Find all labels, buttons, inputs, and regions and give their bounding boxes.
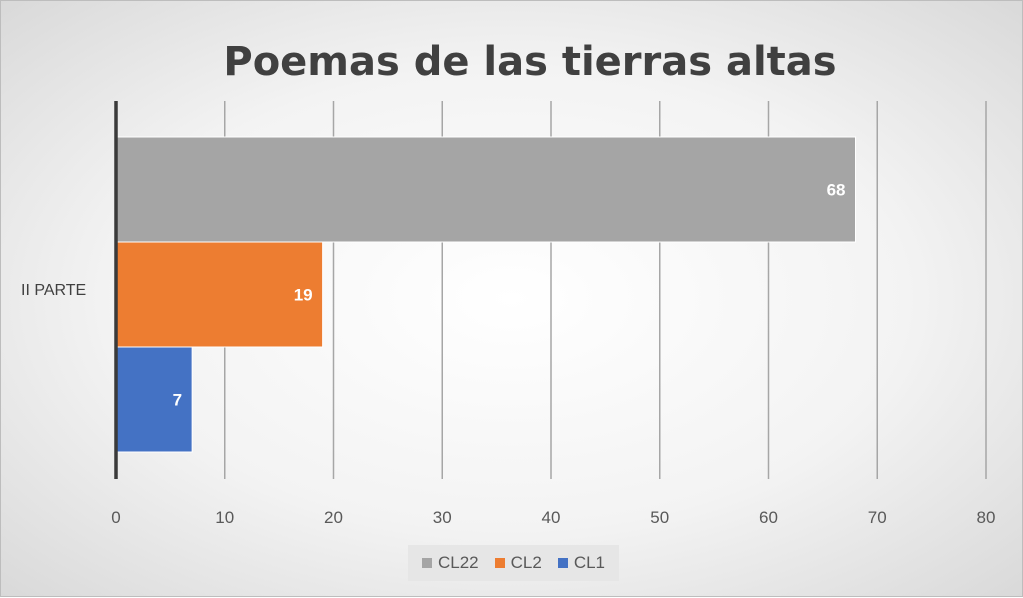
legend: CL22 CL2 CL1 (408, 545, 619, 581)
data-label-cl22: 68 (827, 181, 846, 200)
x-tick-label: 50 (650, 508, 669, 527)
bar-cl22 (115, 136, 856, 243)
bar-cl2 (115, 241, 324, 348)
legend-label: CL2 (510, 553, 542, 572)
legend-item-cl2: CL2 (494, 553, 542, 573)
x-tick-label: 10 (215, 508, 234, 527)
chart-title: Poemas de las tierras altas (223, 39, 836, 85)
bar-layer: 68 19 7 (115, 136, 856, 453)
legend-item-cl1: CL1 (557, 553, 605, 573)
category-label: II PARTE (21, 282, 86, 299)
x-tick-label: 60 (759, 508, 778, 527)
legend-label: CL1 (573, 553, 605, 572)
legend-swatch (557, 558, 568, 568)
x-tick-label: 80 (977, 508, 996, 527)
data-label-cl2: 19 (294, 286, 313, 305)
x-tick-label: 20 (324, 508, 343, 527)
x-tick-label: 40 (542, 508, 561, 527)
legend-swatch (421, 558, 432, 568)
x-tick-label: 30 (433, 508, 452, 527)
x-tick-label: 70 (868, 508, 887, 527)
x-tick-label: 0 (111, 508, 120, 527)
axis-layer: 0 10 20 30 40 50 60 70 80 II PARTE (21, 101, 995, 527)
legend-swatch (494, 558, 505, 568)
data-label-cl1: 7 (173, 391, 182, 410)
legend-label: CL22 (437, 553, 479, 572)
legend-item-cl22: CL22 (421, 553, 479, 573)
